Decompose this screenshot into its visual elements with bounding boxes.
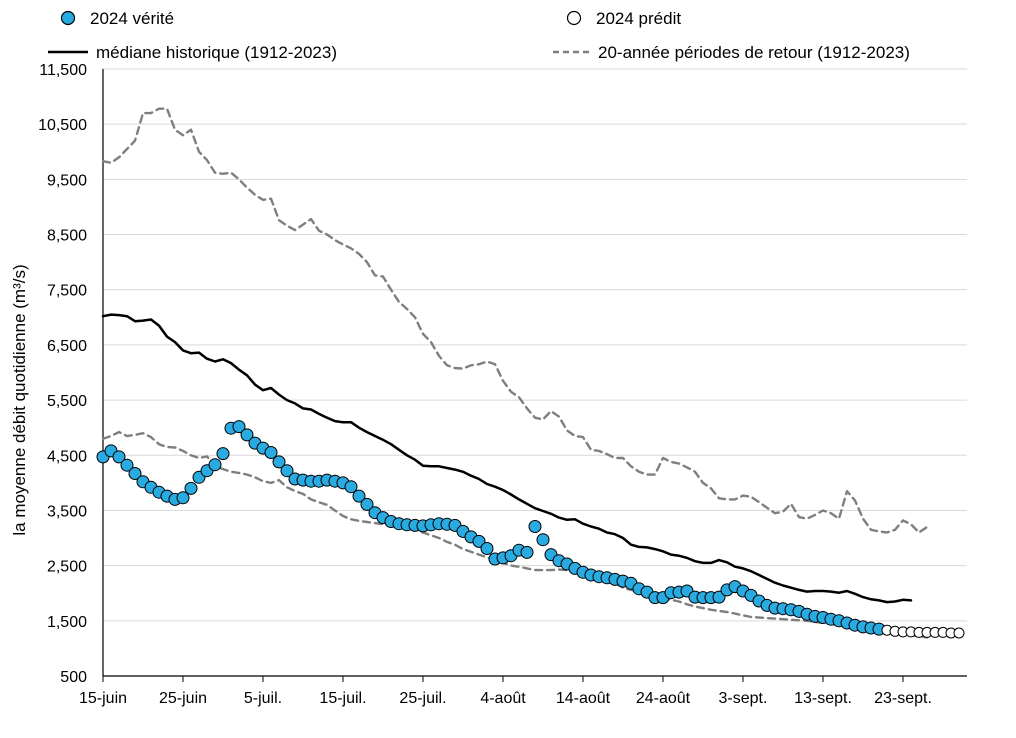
- legend: 2024 vérité 2024 prédit médiane historiq…: [48, 9, 910, 62]
- x-axis-ticks: 15-juin 25-juin 5-juil. 15-juil. 25-juil. 4-a…: [79, 676, 932, 707]
- y-tick-label: 11,500: [39, 62, 87, 79]
- grid-lines: [103, 69, 967, 621]
- series-markers: [97, 421, 964, 638]
- y-tick-label: 5,500: [47, 393, 87, 410]
- y-tick-label: 10,500: [38, 117, 87, 134]
- x-tick-label: 4-août: [480, 690, 526, 707]
- legend-mediane-label: médiane historique (1912-2023): [96, 43, 337, 62]
- y-tick-label: 2,500: [47, 559, 87, 576]
- y-axis-label: la moyenne débit quotidienne (m³/s): [10, 264, 29, 535]
- return-period-line: [103, 432, 927, 637]
- verite-point: [529, 521, 541, 533]
- verite-point: [185, 482, 197, 494]
- y-tick-label: 9,500: [47, 172, 87, 189]
- y-tick-label: 6,500: [47, 338, 87, 355]
- legend-retour-label: 20-année périodes de retour (1912-2023): [598, 43, 910, 62]
- verite-point: [209, 459, 221, 471]
- axes: [103, 69, 967, 676]
- x-tick-label: 5-juil.: [244, 690, 282, 707]
- return-period-line: [103, 109, 927, 533]
- x-tick-label: 25-juin: [159, 690, 207, 707]
- y-tick-label: 500: [60, 669, 87, 686]
- x-tick-label: 15-juin: [79, 690, 127, 707]
- legend-predit-label: 2024 prédit: [596, 9, 681, 28]
- verite-point: [481, 543, 493, 555]
- y-tick-label: 7,500: [47, 283, 87, 300]
- flow-chart: 500 1,500 2,500 3,500 4,500 5,500 6,500 7,500 8,…: [0, 0, 1016, 738]
- x-tick-label: 15-juil.: [319, 690, 366, 707]
- legend-predit-marker: [568, 12, 581, 25]
- predit-point: [954, 628, 964, 638]
- x-tick-label: 24-août: [636, 690, 691, 707]
- x-tick-label: 14-août: [556, 690, 611, 707]
- verite-point: [537, 534, 549, 546]
- y-axis-ticks: 500 1,500 2,500 3,500 4,500 5,500 6,500 7,500 8,…: [38, 62, 87, 686]
- legend-verite-label: 2024 vérité: [90, 9, 174, 28]
- verite-point: [217, 448, 229, 460]
- y-tick-label: 4,500: [47, 448, 87, 465]
- x-tick-label: 25-juil.: [399, 690, 446, 707]
- x-tick-label: 23-sept.: [874, 690, 932, 707]
- y-tick-label: 1,500: [47, 614, 87, 631]
- y-tick-label: 3,500: [47, 503, 87, 520]
- x-tick-label: 13-sept.: [794, 690, 852, 707]
- verite-point: [521, 546, 533, 558]
- legend-verite-marker: [62, 12, 75, 25]
- y-tick-label: 8,500: [47, 228, 87, 245]
- x-tick-label: 3-sept.: [719, 690, 768, 707]
